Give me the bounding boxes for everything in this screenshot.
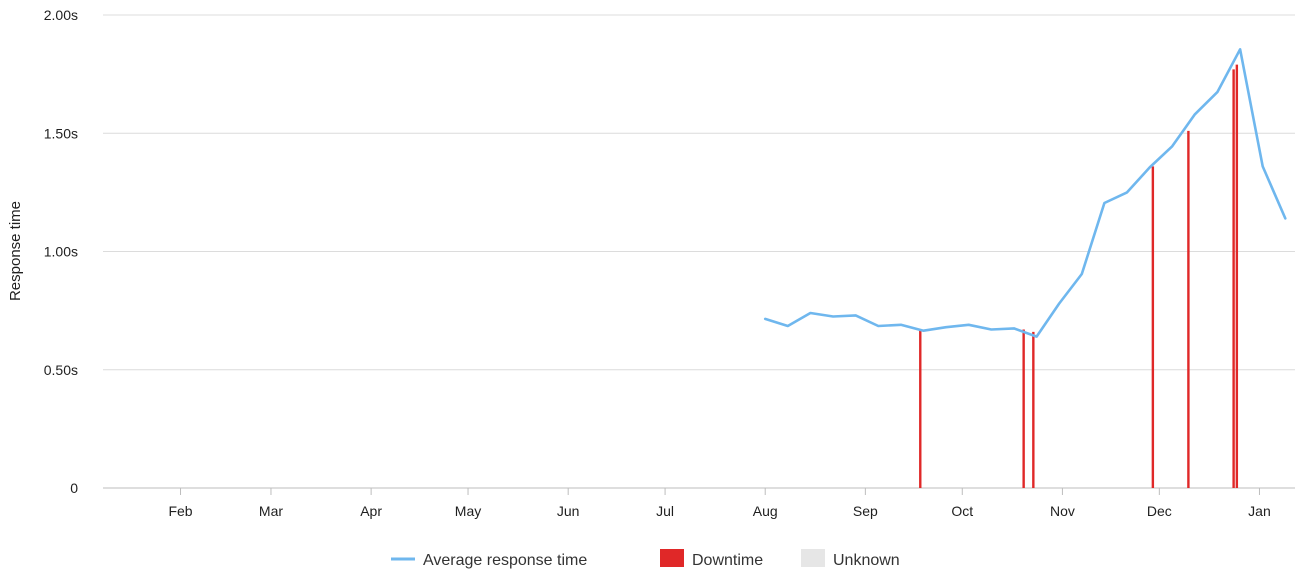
- data-point[interactable]: [1259, 162, 1267, 170]
- data-point[interactable]: [942, 323, 950, 331]
- x-tick-label: Jun: [557, 503, 580, 519]
- data-point[interactable]: [1281, 214, 1289, 222]
- data-point[interactable]: [829, 313, 837, 321]
- x-tick-label: Nov: [1050, 503, 1075, 519]
- series-line-average-response-time[interactable]: [763, 48, 1287, 338]
- data-point[interactable]: [920, 327, 928, 335]
- data-point[interactable]: [1010, 324, 1018, 332]
- legend-item[interactable]: Unknown: [801, 549, 900, 569]
- x-tick-label: Sep: [853, 503, 878, 519]
- data-point[interactable]: [1123, 188, 1131, 196]
- x-tick-label: Mar: [259, 503, 283, 519]
- legend-item[interactable]: Downtime: [660, 549, 763, 569]
- x-axis-ticks: Feb Mar Apr May Jun Jul Aug Sep Oct Nov Dec Jan: [168, 488, 1271, 519]
- data-point[interactable]: [1033, 333, 1041, 341]
- x-tick-label: Dec: [1147, 503, 1172, 519]
- data-point[interactable]: [1236, 45, 1244, 53]
- legend-label: Unknown: [833, 552, 900, 569]
- y-tick-label: 2.00s: [44, 7, 78, 23]
- legend-label: Downtime: [692, 552, 763, 569]
- x-tick-label: Aug: [753, 503, 778, 519]
- data-point[interactable]: [761, 315, 769, 323]
- legend: Average response time Downtime Unknown: [391, 549, 900, 569]
- y-tick-label: 1.00s: [44, 244, 78, 260]
- x-tick-label: May: [455, 503, 481, 519]
- data-point[interactable]: [874, 322, 882, 330]
- data-point[interactable]: [965, 321, 973, 329]
- y-axis-title: Response time: [7, 201, 24, 301]
- data-point[interactable]: [1100, 199, 1108, 207]
- downtime-markers: [919, 64, 1239, 488]
- legend-swatch-box: [660, 549, 684, 567]
- data-point[interactable]: [806, 309, 814, 317]
- data-point[interactable]: [897, 321, 905, 329]
- data-point[interactable]: [852, 311, 860, 319]
- data-point[interactable]: [1078, 270, 1086, 278]
- data-point[interactable]: [1055, 300, 1063, 308]
- legend-label: Average response time: [423, 552, 587, 569]
- data-point[interactable]: [987, 326, 995, 334]
- data-point[interactable]: [1146, 164, 1154, 172]
- x-tick-label: Feb: [168, 503, 192, 519]
- y-tick-label: 0: [70, 480, 78, 496]
- x-tick-label: Apr: [360, 503, 382, 519]
- grid-lines: [103, 14, 1295, 489]
- data-point[interactable]: [1213, 88, 1221, 96]
- x-tick-label: Oct: [951, 503, 973, 519]
- data-point[interactable]: [784, 322, 792, 330]
- y-axis-ticks: 0 0.50s 1.00s 1.50s 2.00s: [44, 7, 78, 496]
- y-tick-label: 0.50s: [44, 362, 78, 378]
- series-lines: [761, 45, 1289, 341]
- x-tick-label: Jul: [656, 503, 674, 519]
- legend-swatch-box: [801, 549, 825, 567]
- data-point[interactable]: [1191, 110, 1199, 118]
- data-point[interactable]: [1168, 142, 1176, 150]
- y-tick-label: 1.50s: [44, 125, 78, 141]
- x-tick-label: Jan: [1248, 503, 1271, 519]
- legend-item[interactable]: Average response time: [391, 552, 587, 569]
